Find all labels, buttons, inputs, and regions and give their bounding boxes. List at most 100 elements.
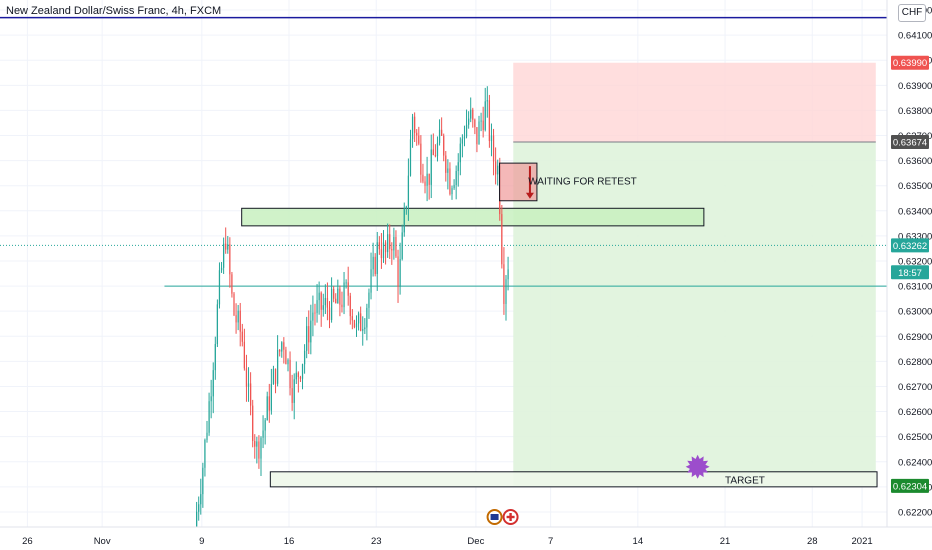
- candle-up: [227, 244, 229, 250]
- time-tick-label: 14: [633, 536, 644, 547]
- candle-up: [357, 313, 360, 324]
- candle-up: [438, 129, 441, 143]
- candle-down: [314, 312, 316, 314]
- down-arrow-head-icon: [525, 192, 534, 199]
- candle-down: [360, 313, 362, 331]
- candle-down: [328, 307, 331, 320]
- time-tick-label: 7: [548, 536, 553, 547]
- price-tick-label: 0.63600: [898, 156, 932, 167]
- candle-down: [416, 132, 418, 136]
- price-tick-label: 0.64100: [898, 31, 932, 42]
- candle-down: [449, 168, 451, 195]
- candle-up: [355, 323, 358, 328]
- candle-down: [482, 120, 484, 130]
- candle-down: [397, 256, 399, 287]
- candle-up: [451, 188, 453, 195]
- candle-down: [283, 342, 285, 350]
- candle-up: [276, 349, 279, 384]
- price-tick-label: 0.63400: [898, 206, 932, 217]
- nz-flag-fill: [490, 514, 499, 520]
- candle-down: [289, 359, 291, 389]
- candle-up: [405, 206, 407, 209]
- candle-down: [341, 304, 343, 308]
- price-badge: [891, 135, 929, 150]
- candle-up: [478, 121, 480, 145]
- candle-up: [486, 100, 488, 102]
- candle-down: [378, 242, 380, 250]
- candle-up: [237, 310, 239, 323]
- candle-down: [254, 441, 256, 447]
- price-badges: 0.63990 0.63674 0.63262 18:57 0.62304: [891, 55, 929, 493]
- candle-down: [418, 135, 420, 144]
- time-tick-label: 21: [720, 536, 731, 547]
- candle-up: [287, 359, 289, 365]
- candle-up: [214, 344, 216, 371]
- candle-up: [204, 439, 206, 468]
- candle-down: [391, 249, 393, 251]
- candle-up: [198, 504, 200, 512]
- candle-up: [393, 236, 395, 251]
- candle-up: [212, 370, 214, 397]
- candle-up: [368, 292, 370, 308]
- candle-down: [241, 331, 243, 342]
- candle-down: [441, 129, 443, 136]
- candle-up: [470, 109, 472, 119]
- candle-down: [233, 293, 235, 316]
- candle-up: [497, 165, 499, 175]
- candle-down: [443, 135, 445, 156]
- candle-up: [387, 234, 389, 253]
- candle-up: [345, 282, 347, 284]
- currency-button[interactable]: CHF: [898, 4, 926, 22]
- drawing-overlays: WAITING FOR RETEST TARGET: [499, 162, 765, 486]
- candle-down: [488, 100, 491, 142]
- price-badge-label: 0.62304: [893, 481, 927, 492]
- candle-down: [374, 256, 376, 274]
- time-tick-label: 23: [371, 536, 382, 547]
- candle-up: [468, 118, 470, 125]
- price-badge: [891, 265, 929, 280]
- price-badge-label: 0.63990: [893, 58, 927, 69]
- price-tick-label: 0.63500: [898, 181, 932, 192]
- candle-up: [208, 401, 210, 433]
- candle-up: [337, 288, 339, 304]
- candle-down: [395, 236, 397, 257]
- candle-up: [507, 269, 509, 280]
- candle-up: [266, 396, 268, 421]
- candle-up: [382, 242, 385, 259]
- ch-cross-h: [506, 515, 515, 519]
- candle-up: [196, 511, 198, 527]
- price-badge: [891, 238, 929, 253]
- candle-up: [407, 175, 410, 207]
- candle-up: [281, 342, 283, 352]
- candle-up: [260, 437, 262, 459]
- event-icons: [486, 509, 519, 525]
- candle-up: [457, 162, 459, 171]
- price-tick-label: 0.62400: [898, 457, 932, 468]
- candle-up: [295, 372, 297, 380]
- demand-box: [241, 207, 705, 227]
- candle-down: [351, 316, 353, 321]
- time-tick-label: 2021: [852, 536, 873, 547]
- candle-down: [308, 326, 310, 343]
- candle-down: [252, 405, 254, 442]
- price-tick-label: 0.62800: [898, 357, 932, 368]
- candle-up: [318, 292, 320, 301]
- price-tick-label: 0.63800: [898, 106, 932, 117]
- candle-up: [403, 208, 405, 233]
- candle-up: [366, 307, 368, 328]
- candle-down: [258, 441, 260, 459]
- candle-down: [299, 377, 302, 379]
- candle-up: [264, 420, 266, 431]
- price-tick-label: 0.63900: [898, 81, 932, 92]
- candle-up: [436, 142, 439, 157]
- candle-down: [420, 143, 422, 175]
- candle-up: [465, 124, 468, 137]
- candle-up: [210, 396, 212, 402]
- price-tick-label: 0.63100: [898, 282, 932, 293]
- annotation-label: WAITING FOR RETEST: [528, 177, 637, 188]
- candle-up: [202, 467, 204, 495]
- candle-down: [384, 242, 387, 253]
- target-box: [269, 471, 878, 488]
- candle-down: [347, 282, 349, 296]
